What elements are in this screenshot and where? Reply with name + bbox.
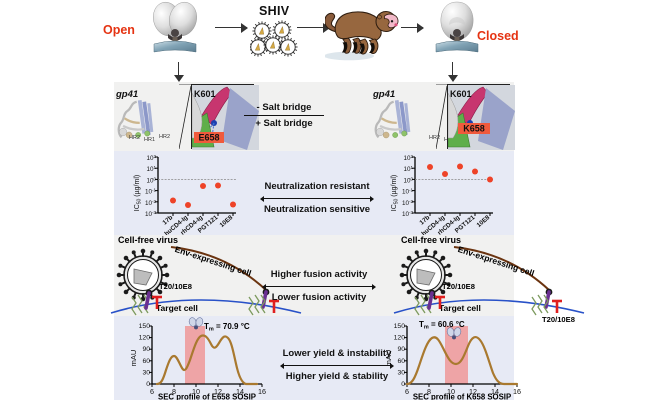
- svg-text:120: 120: [394, 335, 406, 342]
- svg-text:IC50 (µg/ml): IC50 (µg/ml): [134, 175, 143, 211]
- svg-text:10-1: 10-1: [145, 188, 157, 196]
- svg-text:120: 120: [139, 335, 151, 342]
- svg-text:6: 6: [405, 387, 409, 396]
- svg-text:mAU: mAU: [384, 350, 393, 367]
- svg-text:Env-expressing cell: Env-expressing cell: [457, 244, 536, 278]
- svg-text:100: 100: [403, 176, 413, 184]
- svg-text:10E8: 10E8: [476, 214, 492, 229]
- svg-text:101: 101: [403, 165, 413, 173]
- svg-text:6: 6: [150, 387, 154, 396]
- svg-text:10-3: 10-3: [145, 210, 157, 218]
- svg-text:K658: K658: [463, 124, 485, 134]
- svg-text:102: 102: [146, 154, 156, 162]
- svg-text:101: 101: [146, 165, 156, 173]
- svg-text:16: 16: [258, 387, 266, 396]
- svg-text:90: 90: [397, 346, 405, 353]
- svg-text:90: 90: [142, 346, 150, 353]
- svg-text:K601: K601: [194, 89, 216, 99]
- svg-text:16: 16: [513, 387, 521, 396]
- svg-text:SEC profile of K658 SOSIP: SEC profile of K658 SOSIP: [413, 393, 511, 400]
- svg-text:10-1: 10-1: [402, 188, 414, 196]
- svg-text:150: 150: [394, 323, 406, 330]
- svg-text:T20/10E8: T20/10E8: [442, 282, 475, 291]
- svg-text:10E8: 10E8: [219, 214, 235, 229]
- svg-text:Tm = 70.9 °C: Tm = 70.9 °C: [204, 322, 250, 333]
- svg-text:T20/10E8: T20/10E8: [159, 282, 192, 291]
- svg-text:Cell-free virus: Cell-free virus: [401, 235, 461, 245]
- svg-text:10-2: 10-2: [402, 199, 414, 207]
- svg-text:100: 100: [146, 176, 156, 184]
- svg-text:mAU: mAU: [129, 350, 138, 367]
- svg-text:150: 150: [139, 323, 151, 330]
- svg-text:102: 102: [403, 154, 413, 162]
- svg-text:10-2: 10-2: [145, 199, 157, 207]
- svg-text:10-3: 10-3: [402, 210, 414, 218]
- svg-text:Target cell: Target cell: [439, 303, 481, 313]
- svg-text:T20/10E8: T20/10E8: [542, 315, 575, 324]
- svg-text:IC50 (µg/ml): IC50 (µg/ml): [391, 175, 400, 211]
- svg-text:Target cell: Target cell: [156, 303, 198, 313]
- svg-text:SEC profile of E658 SOSIP: SEC profile of E658 SOSIP: [158, 393, 256, 400]
- svg-text:E658: E658: [198, 133, 219, 143]
- svg-text:K601: K601: [450, 89, 472, 99]
- svg-text:Env-expressing cell: Env-expressing cell: [174, 244, 253, 278]
- svg-text:Cell-free virus: Cell-free virus: [118, 235, 178, 245]
